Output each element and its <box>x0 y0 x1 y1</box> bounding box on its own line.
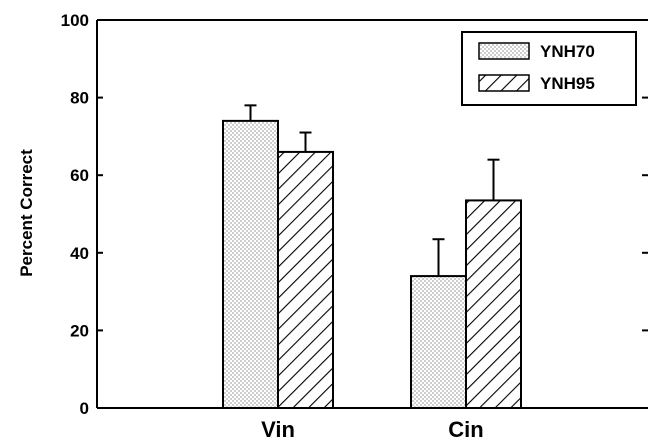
legend: YNH70 YNH95 <box>461 31 637 106</box>
y-tick-label-4: 80 <box>70 89 89 108</box>
y-axis-label: Percent Correct <box>17 149 36 277</box>
legend-swatch-YNH95 <box>478 74 530 92</box>
plot-frame <box>96 19 648 409</box>
bar-YNH95-Cin <box>465 199 522 409</box>
legend-label-YNH95: YNH95 <box>540 74 595 93</box>
x-axis-labels: Vin Cin <box>261 417 484 442</box>
bar-YNH70-Vin <box>222 119 279 409</box>
y-tick-label-0: 0 <box>80 399 89 418</box>
bar-YNH95-Vin <box>277 150 334 409</box>
y-tick-label-3: 60 <box>70 166 89 185</box>
bars <box>222 119 522 409</box>
x-tick-label-Vin: Vin <box>261 417 295 442</box>
legend-swatch-YNH70 <box>478 42 530 60</box>
y-tick-label-2: 40 <box>70 244 89 263</box>
bar-YNH70-Cin <box>410 275 467 409</box>
y-tick-label-5: 100 <box>61 11 89 30</box>
x-tick-label-Cin: Cin <box>448 417 483 442</box>
y-axis-ticks: 0 20 40 60 80 100 <box>61 11 648 418</box>
y-tick-label-1: 20 <box>70 321 89 340</box>
legend-label-YNH70: YNH70 <box>540 42 595 61</box>
error-bars <box>244 104 500 277</box>
